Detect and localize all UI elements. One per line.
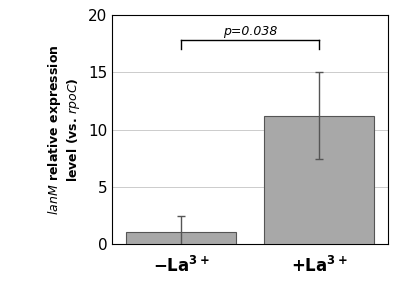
Bar — [126, 232, 236, 244]
Y-axis label: $\mathit{lanM}$ relative expression
level (vs. $\mathit{rpoC}$): $\mathit{lanM}$ relative expression leve… — [46, 44, 82, 215]
Bar — [264, 116, 374, 244]
Text: p=0.038: p=0.038 — [223, 25, 277, 38]
